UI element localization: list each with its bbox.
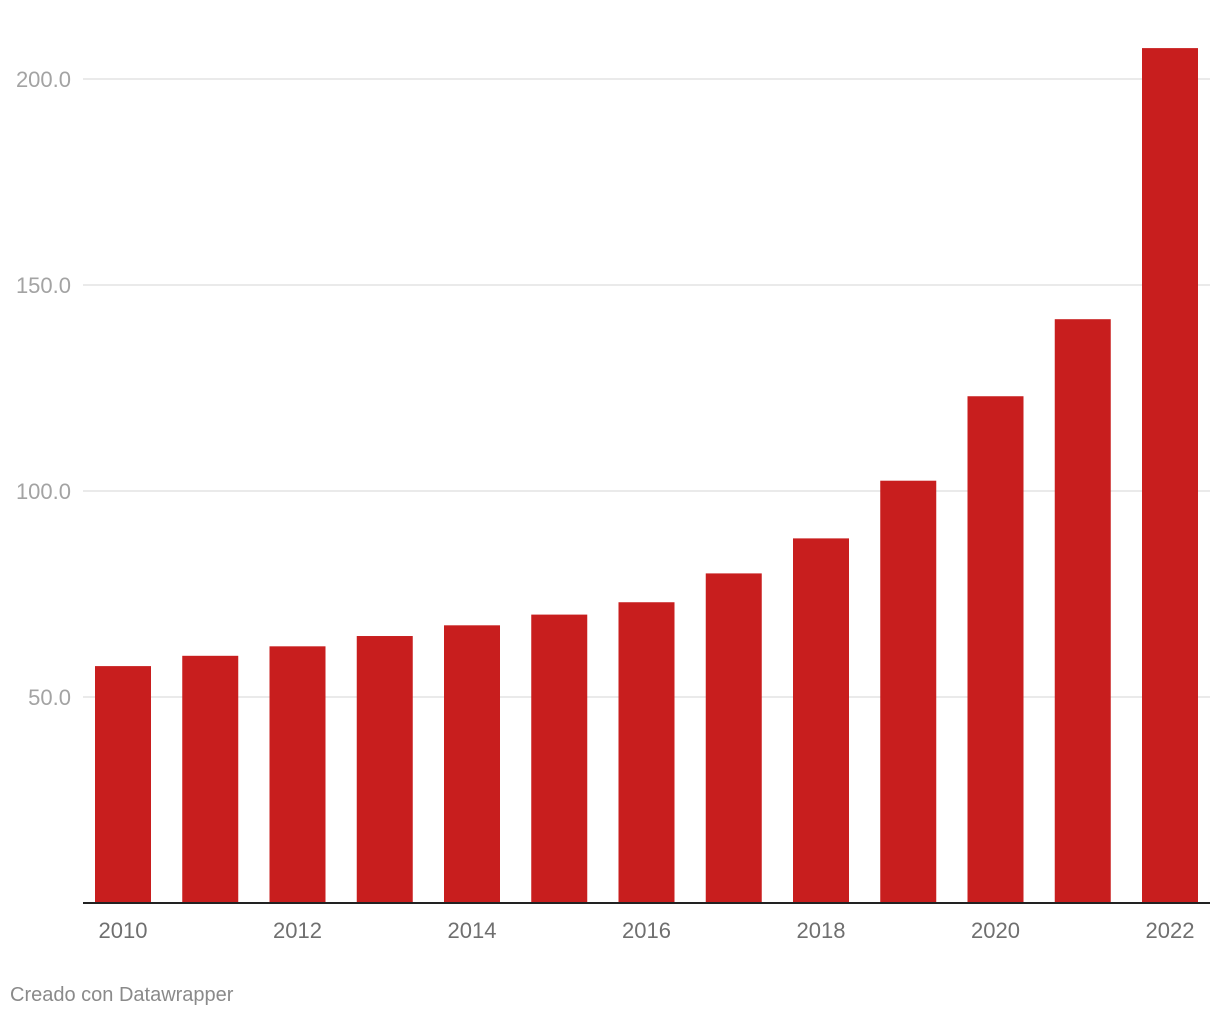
bar-2018: [793, 538, 849, 903]
bar-2022: [1142, 48, 1198, 904]
bar-2017: [705, 573, 762, 903]
x-axis-tick-labels: 2010 2012 2014 2016 2018 2020 2022: [99, 918, 1195, 943]
bar-2012: [269, 646, 326, 903]
y-axis-tick-labels: 50.0 100.0 150.0 200.0: [16, 67, 71, 710]
bar-2021: [1054, 319, 1111, 903]
x-tick-label: 2022: [1146, 918, 1195, 943]
x-tick-label: 2016: [622, 918, 671, 943]
x-tick-label: 2010: [99, 918, 148, 943]
x-tick-label: 2020: [971, 918, 1020, 943]
bar-2013: [356, 636, 413, 903]
y-tick-label: 50.0: [28, 685, 71, 710]
y-tick-label: 100.0: [16, 479, 71, 504]
x-tick-label: 2014: [448, 918, 497, 943]
bar-2011: [182, 655, 239, 903]
bar-2019: [880, 480, 937, 903]
bar-2016: [618, 602, 675, 903]
bar-2020: [967, 396, 1024, 903]
bar-2014: [444, 625, 500, 903]
bars: [95, 48, 1198, 904]
bar-chart: 50.0 100.0 150.0 200.0 2010 2012 2014 2016 2018…: [16, 48, 1210, 943]
bar-2010: [95, 666, 151, 903]
y-tick-label: 200.0: [16, 67, 71, 92]
footer-credit: Creado con Datawrapper: [10, 984, 234, 1006]
x-tick-label: 2012: [273, 918, 322, 943]
y-tick-label: 150.0: [16, 273, 71, 298]
x-tick-label: 2018: [797, 918, 846, 943]
bar-2015: [531, 614, 588, 903]
